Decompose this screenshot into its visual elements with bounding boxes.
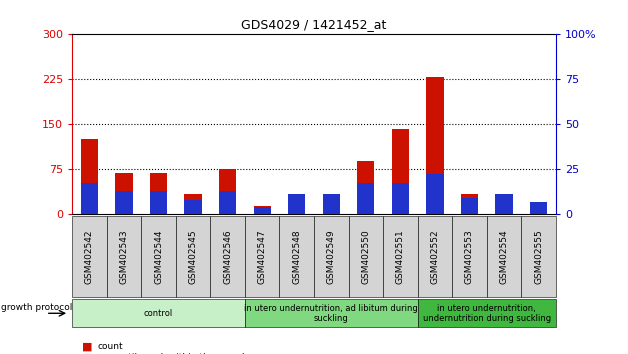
Bar [288,197,305,214]
Bar [392,129,409,214]
Bar [323,197,340,214]
Bar [219,169,236,214]
Text: growth protocol: growth protocol [1,303,73,313]
Text: percentile rank within the sample: percentile rank within the sample [97,353,251,354]
Bar [185,200,202,214]
Text: in utero undernutrition, ad libitum during
suckling: in utero undernutrition, ad libitum duri… [244,304,418,323]
Bar [219,191,236,214]
Title: GDS4029 / 1421452_at: GDS4029 / 1421452_at [241,18,387,31]
Text: control: control [144,309,173,318]
Text: GSM402554: GSM402554 [499,229,509,284]
Text: GSM402548: GSM402548 [292,229,301,284]
Bar [185,194,202,214]
Text: GSM402547: GSM402547 [257,229,267,284]
Bar [392,183,409,214]
Bar [426,77,443,214]
Bar [426,175,443,214]
Bar [495,194,512,214]
Bar [461,198,478,214]
Text: GSM402543: GSM402543 [119,229,129,284]
Text: GSM402549: GSM402549 [327,229,336,284]
Text: GSM402542: GSM402542 [85,229,94,284]
Text: ■: ■ [82,353,92,354]
Bar [288,194,305,214]
Text: count: count [97,342,123,352]
Text: GSM402551: GSM402551 [396,229,405,284]
Bar [116,173,133,214]
Bar [323,194,340,214]
Text: GSM402545: GSM402545 [188,229,198,284]
Text: GSM402550: GSM402550 [361,229,371,284]
Bar [81,183,98,214]
Bar [81,139,98,214]
Text: GSM402552: GSM402552 [430,229,440,284]
Bar [150,191,167,214]
Bar [357,161,374,214]
Bar [461,194,478,214]
Bar [116,191,133,214]
Bar [495,197,512,214]
Text: GSM402544: GSM402544 [154,229,163,284]
Bar [150,173,167,214]
Bar [530,203,547,214]
Bar [530,201,547,214]
Bar [357,183,374,214]
Text: GSM402546: GSM402546 [223,229,232,284]
Text: GSM402553: GSM402553 [465,229,474,284]
Bar [254,207,271,214]
Bar [254,206,271,214]
Text: GSM402555: GSM402555 [534,229,543,284]
Text: in utero undernutrition,
undernutrition during suckling: in utero undernutrition, undernutrition … [423,304,551,323]
Text: ■: ■ [82,342,92,352]
